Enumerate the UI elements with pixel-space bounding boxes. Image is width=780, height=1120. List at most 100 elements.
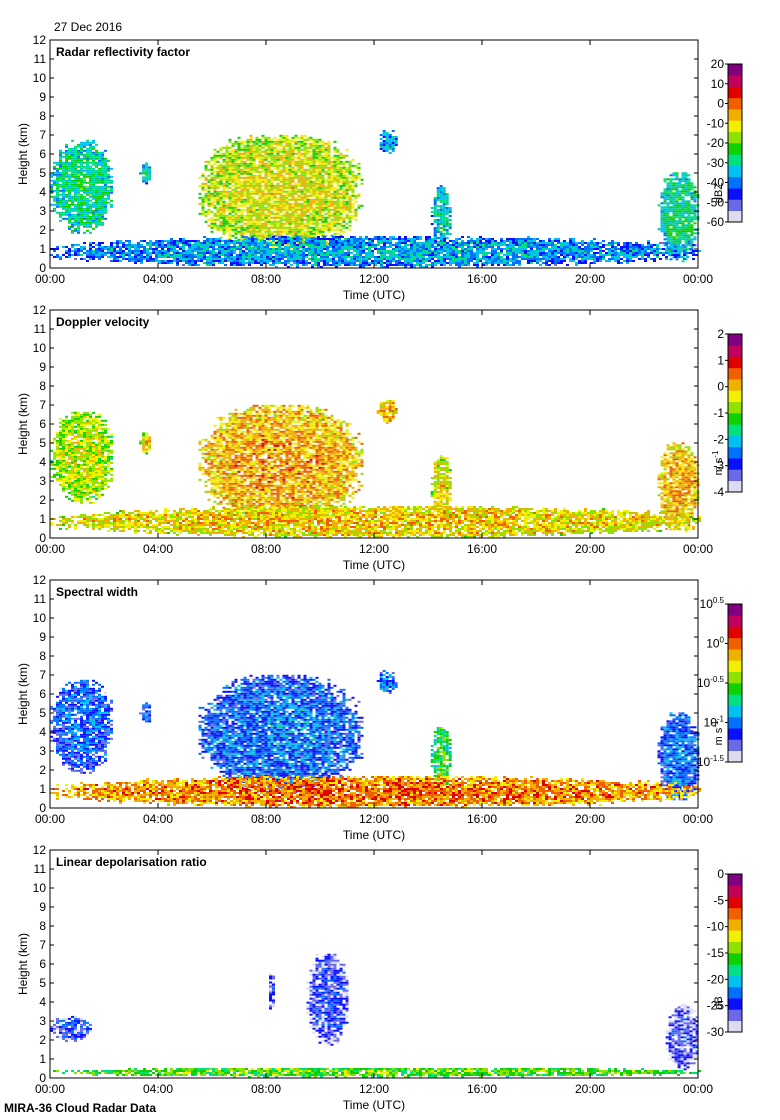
heatmap-cell <box>74 219 77 222</box>
heatmap-cell <box>309 164 313 167</box>
heatmap-cell <box>234 190 238 193</box>
heatmap-cell <box>333 146 337 149</box>
heatmap-cell <box>107 246 110 248</box>
heatmap-cell <box>68 173 71 176</box>
heatmap-cell <box>254 262 257 264</box>
heatmap-cell <box>318 160 322 163</box>
heatmap-cell <box>392 236 395 238</box>
heatmap-cell <box>416 248 419 250</box>
heatmap-cell <box>258 224 262 227</box>
heatmap-cell <box>231 210 235 213</box>
heatmap-cell <box>458 260 461 262</box>
heatmap-cell <box>300 232 304 235</box>
heatmap-cell <box>388 140 392 142</box>
heatmap-cell <box>74 147 77 150</box>
heatmap-cell <box>152 244 155 246</box>
heatmap-cell <box>684 212 688 215</box>
heatmap-cell <box>449 264 452 266</box>
heatmap-cell <box>107 248 110 250</box>
heatmap-cell <box>666 202 670 205</box>
heatmap-cell <box>338 242 341 244</box>
heatmap-cell <box>687 194 691 197</box>
heatmap-cell <box>270 156 274 159</box>
heatmap-cell <box>318 156 322 159</box>
heatmap-cell <box>348 200 352 203</box>
heatmap-cell <box>279 140 283 143</box>
heatmap-cell <box>327 180 331 183</box>
heatmap-cell <box>89 157 92 160</box>
heatmap-cell <box>684 182 688 185</box>
heatmap-cell <box>98 151 101 154</box>
heatmap-cell <box>436 189 440 191</box>
heatmap-cell <box>140 260 143 262</box>
heatmap-cell <box>339 216 343 219</box>
heatmap-cell <box>104 163 107 166</box>
heatmap-cell <box>194 250 197 252</box>
heatmap-cell <box>95 199 98 202</box>
heatmap-cell <box>68 165 71 168</box>
heatmap-cell <box>258 208 262 211</box>
heatmap-cell <box>242 242 245 244</box>
heatmap-cell <box>285 206 289 209</box>
heatmap-cell <box>173 252 176 254</box>
heatmap-cell <box>296 240 299 242</box>
heatmap-cell <box>71 221 74 224</box>
heatmap-cell <box>333 166 337 169</box>
heatmap-cell <box>303 236 307 239</box>
heatmap-cell <box>59 173 62 176</box>
heatmap-cell <box>167 246 170 248</box>
heatmap-cell <box>185 252 188 254</box>
heatmap-cell <box>445 213 449 215</box>
heatmap-cell <box>77 165 80 168</box>
heatmap-cell <box>267 186 271 189</box>
heatmap-cell <box>248 240 251 242</box>
heatmap-cell <box>311 240 314 242</box>
heatmap-cell <box>228 212 232 215</box>
heatmap-cell <box>282 134 286 137</box>
heatmap-cell <box>246 192 250 195</box>
heatmap-cell <box>273 162 277 165</box>
heatmap-cell <box>56 173 59 176</box>
heatmap-cell <box>288 214 292 217</box>
heatmap-cell <box>234 168 238 171</box>
heatmap-cell <box>339 204 343 207</box>
heatmap-cell <box>449 258 452 260</box>
heatmap-cell <box>288 140 292 143</box>
heatmap-cell <box>234 152 238 155</box>
heatmap-cell <box>219 172 223 175</box>
heatmap-cell <box>246 210 250 213</box>
heatmap-cell <box>270 188 274 191</box>
heatmap-cell <box>300 162 304 165</box>
heatmap-cell <box>413 250 416 252</box>
heatmap-cell <box>309 144 313 147</box>
heatmap-cell <box>222 196 226 199</box>
heatmap-cell <box>246 220 250 223</box>
heatmap-cell <box>158 240 161 242</box>
heatmap-cell <box>333 180 337 183</box>
heatmap-cell <box>332 240 335 242</box>
heatmap-cell <box>234 224 238 227</box>
heatmap-cell <box>663 210 667 213</box>
heatmap-cell <box>353 258 356 260</box>
heatmap-cell <box>312 220 316 223</box>
heatmap-cell <box>281 240 284 242</box>
heatmap-cell <box>107 250 110 252</box>
heatmap-cell <box>323 256 326 258</box>
heatmap-cell <box>690 242 694 245</box>
heatmap-cell <box>345 166 349 169</box>
heatmap-cell <box>62 213 65 216</box>
heatmap-cell <box>230 242 233 244</box>
heatmap-cell <box>330 228 334 231</box>
heatmap-cell <box>62 191 65 194</box>
heatmap-cell <box>92 197 95 200</box>
heatmap-cell <box>336 232 340 235</box>
heatmap-cell <box>284 250 287 252</box>
heatmap-cell <box>71 187 74 190</box>
heatmap-cell <box>324 218 328 221</box>
heatmap-cell <box>267 208 271 211</box>
heatmap-cell <box>240 162 244 165</box>
heatmap-cell <box>385 140 389 142</box>
heatmap-cell <box>368 238 371 240</box>
heatmap-cell <box>276 224 280 227</box>
heatmap-cell <box>228 222 232 225</box>
